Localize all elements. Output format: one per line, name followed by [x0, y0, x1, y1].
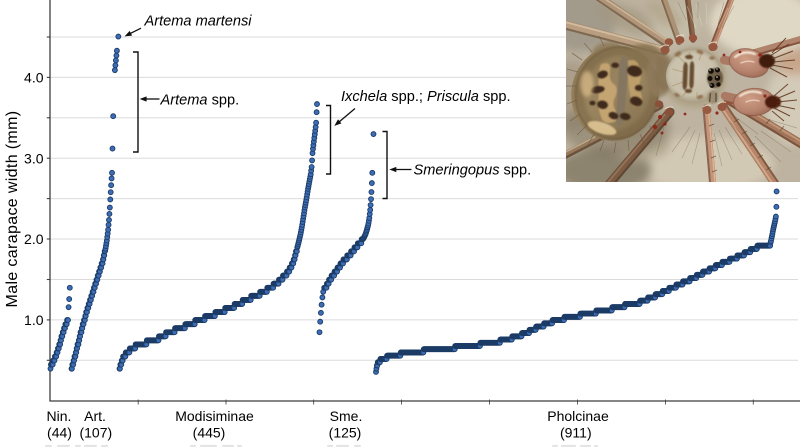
- svg-text:Art.: Art.: [84, 408, 106, 424]
- svg-text:Smeringopus spp.: Smeringopus spp.: [414, 163, 532, 179]
- svg-text:(44): (44): [47, 425, 72, 441]
- svg-text:Sme.: Sme.: [330, 408, 363, 424]
- svg-text:Male carapace width (mm): Male carapace width (mm): [4, 111, 21, 308]
- svg-text:(107): (107): [79, 425, 112, 441]
- svg-text:(911): (911): [560, 425, 592, 441]
- svg-text:2.0: 2.0: [24, 231, 44, 247]
- svg-text:Modisiminae: Modisiminae: [175, 408, 254, 424]
- svg-text:Pholcinae: Pholcinae: [547, 408, 609, 424]
- svg-text:1.0: 1.0: [24, 312, 44, 328]
- svg-text:3.0: 3.0: [24, 150, 44, 166]
- svg-text:Artema martensi: Artema martensi: [144, 14, 253, 30]
- svg-text:(445): (445): [193, 425, 226, 441]
- svg-text:Ixchela spp.; Priscula spp.: Ixchela spp.; Priscula spp.: [341, 89, 511, 105]
- svg-text:Artema spp.: Artema spp.: [160, 92, 240, 108]
- svg-text:(125): (125): [329, 425, 362, 441]
- svg-text:Nin.: Nin.: [47, 408, 72, 424]
- svg-text:4.0: 4.0: [24, 70, 44, 86]
